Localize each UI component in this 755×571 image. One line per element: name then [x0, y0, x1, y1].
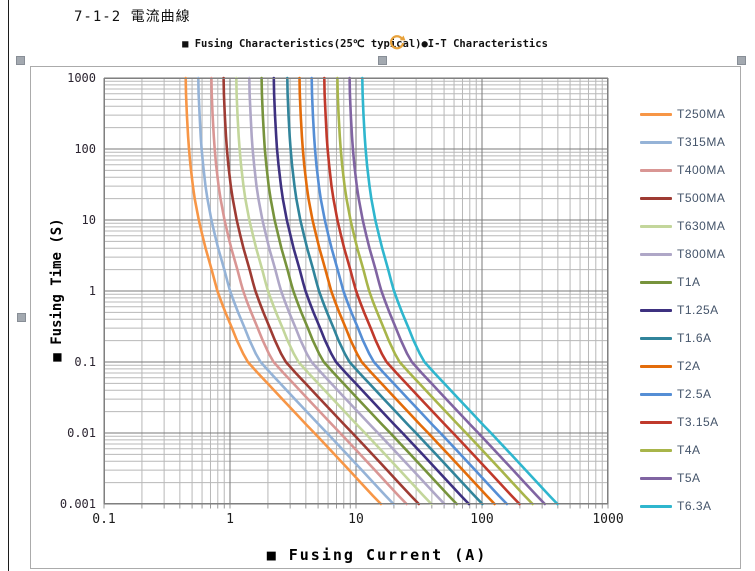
y-tick-label: 0.1	[74, 355, 96, 369]
legend-item-T1A[interactable]: T1A	[640, 268, 740, 296]
y-tick-label: 10	[81, 213, 96, 227]
curve-T1.6A[interactable]	[286, 76, 484, 506]
legend-label: T2A	[677, 359, 701, 373]
legend-item-T1.6A[interactable]: T1.6A	[640, 324, 740, 352]
legend-item-T4A[interactable]: T4A	[640, 436, 740, 464]
x-tick-label: 10	[348, 512, 364, 527]
legend-label: T3.15A	[677, 415, 719, 429]
legend-item-T630MA[interactable]: T630MA	[640, 212, 740, 240]
selection-handle-top-left[interactable]	[16, 56, 25, 65]
legend-line-swatch	[640, 504, 672, 508]
legend-item-T500MA[interactable]: T500MA	[640, 184, 740, 212]
legend-line-swatch	[640, 196, 672, 200]
legend-label: T1.6A	[677, 331, 712, 345]
text-boundary-line	[8, 0, 9, 571]
legend-label: T4A	[677, 443, 701, 457]
legend-label: T6.3A	[677, 499, 712, 513]
legend-item-T5A[interactable]: T5A	[640, 464, 740, 492]
curve-T5A[interactable]	[348, 76, 547, 506]
legend-item-T250MA[interactable]: T250MA	[640, 100, 740, 128]
legend-item-T315MA[interactable]: T315MA	[640, 128, 740, 156]
legend-label: T1.25A	[677, 303, 719, 317]
curve-T1A[interactable]	[260, 76, 459, 506]
legend-item-T3.15A[interactable]: T3.15A	[640, 408, 740, 436]
legend-item-T6.3A[interactable]: T6.3A	[640, 492, 740, 520]
legend-line-swatch	[640, 392, 672, 396]
legend-line-swatch	[640, 112, 672, 116]
legend-line-swatch	[640, 168, 672, 172]
legend-item-T1.25A[interactable]: T1.25A	[640, 296, 740, 324]
x-tick-label: 0.1	[92, 512, 116, 527]
legend-label: T2.5A	[677, 387, 712, 401]
curve-T500MA[interactable]	[222, 76, 421, 506]
chart-legend[interactable]: T250MA T315MA T400MA T500MA T630MA T800MA T1A T…	[640, 100, 740, 520]
chart-object-frame[interactable]	[30, 66, 741, 569]
curve-T4A[interactable]	[336, 76, 534, 506]
legend-label: T630MA	[677, 219, 726, 233]
legend-label: T400MA	[677, 163, 726, 177]
x-tick-label: 1	[226, 512, 234, 527]
section-heading: 7-1-2 電流曲線	[74, 9, 191, 25]
selection-handle-top-right[interactable]	[737, 56, 746, 65]
legend-line-swatch	[640, 308, 672, 312]
plot-area-svg[interactable]	[103, 76, 609, 509]
legend-line-swatch	[640, 336, 672, 340]
rotate-handle-icon[interactable]	[388, 34, 406, 57]
x-tick-label: 1000	[592, 512, 624, 527]
y-tick-label: 100	[74, 142, 96, 156]
legend-item-T2A[interactable]: T2A	[640, 352, 740, 380]
legend-item-T800MA[interactable]: T800MA	[640, 240, 740, 268]
y-tick-label: 0.01	[67, 426, 96, 440]
plot-border	[104, 78, 608, 504]
x-tick-label: 100	[470, 512, 494, 527]
curve-T2.5A[interactable]	[310, 76, 509, 506]
legend-line-swatch	[640, 364, 672, 368]
y-tick-label: 0.001	[59, 497, 96, 511]
legend-line-swatch	[640, 476, 672, 480]
legend-line-swatch	[640, 224, 672, 228]
legend-label: T800MA	[677, 247, 726, 261]
legend-line-swatch	[640, 420, 672, 424]
y-tick-label: 1000	[67, 71, 96, 85]
legend-line-swatch	[640, 140, 672, 144]
curve-T2A[interactable]	[298, 76, 496, 506]
curve-T800MA[interactable]	[248, 76, 446, 506]
legend-label: T5A	[677, 471, 701, 485]
chart-title: ■ Fusing Characteristics(25℃ typical)●I-…	[182, 38, 548, 50]
legend-line-swatch	[640, 252, 672, 256]
curve-T1.25A[interactable]	[272, 76, 471, 506]
legend-label: T315MA	[677, 135, 726, 149]
curve-T3.15A[interactable]	[323, 76, 521, 506]
legend-item-T400MA[interactable]: T400MA	[640, 156, 740, 184]
curve-T315MA[interactable]	[197, 76, 395, 506]
x-axis-title: ■ Fusing Current (A)	[266, 546, 488, 564]
legend-item-T2.5A[interactable]: T2.5A	[640, 380, 740, 408]
curve-T6.3A[interactable]	[360, 76, 559, 506]
legend-label: T1A	[677, 275, 701, 289]
curve-T250MA[interactable]	[184, 76, 383, 506]
legend-line-swatch	[640, 448, 672, 452]
selection-handle-top-center[interactable]	[378, 56, 387, 65]
selection-handle-mid-left[interactable]	[17, 313, 26, 322]
legend-label: T500MA	[677, 191, 726, 205]
legend-line-swatch	[640, 280, 672, 284]
curve-T630MA[interactable]	[235, 76, 433, 506]
y-tick-label: 1	[88, 284, 96, 298]
curve-T400MA[interactable]	[210, 76, 408, 506]
legend-label: T250MA	[677, 107, 726, 121]
